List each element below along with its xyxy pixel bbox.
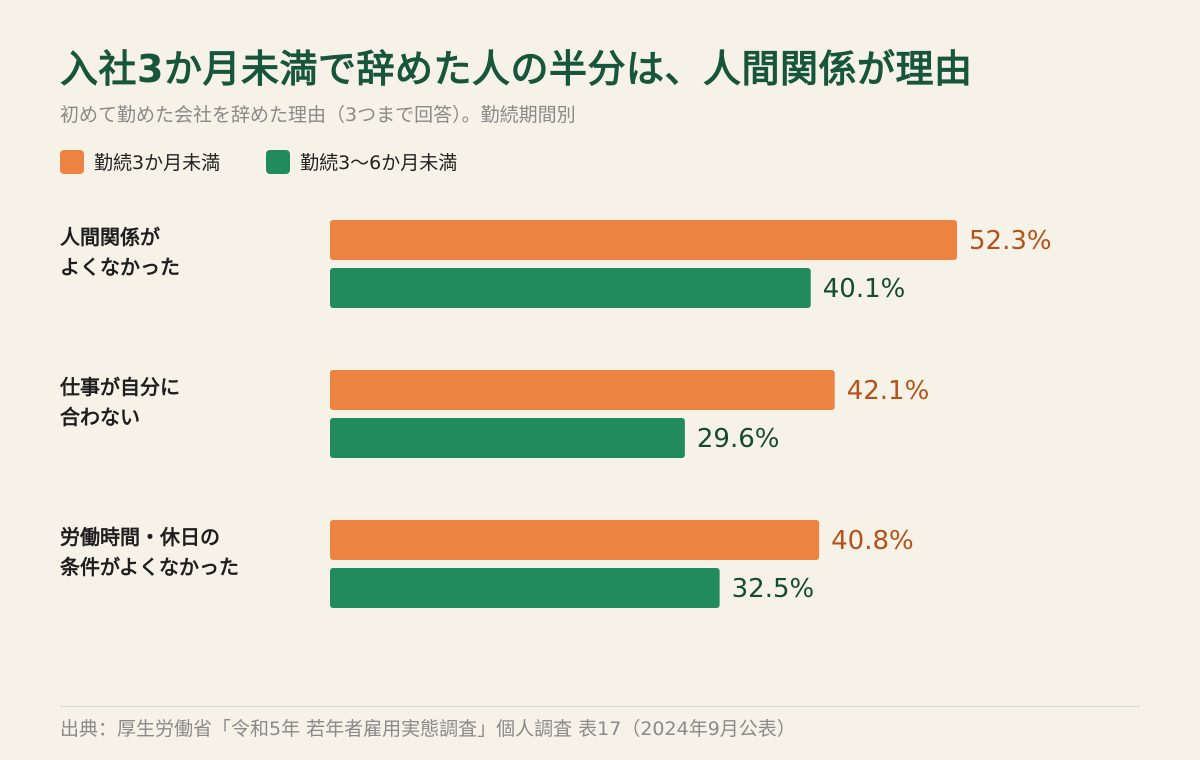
data-label-under-3-months-0: 52.3% [969,226,1052,256]
category-label-line: 労働時間・休日の [60,525,220,549]
legend-item-3-to-6-months: 勤続3〜6か月未満 [266,148,457,175]
bar-3-to-6-months-2 [330,568,720,608]
bar-under-3-months-2 [330,520,820,560]
category-label-job-fit: 仕事が自分に 合わない [60,372,310,432]
category-label-line: 合わない [60,405,140,429]
legend-label-under-3-months: 勤続3か月未満 [94,152,221,174]
data-label-3-to-6-months-1: 29.6% [697,424,780,454]
source-note: 出典：厚生労働省「令和5年 若年者雇用実態調査」個人調査 表17（2024年9月… [60,718,796,740]
chart-title: 入社3か月未満で辞めた人の半分は、人間関係が理由 [60,47,973,91]
category-label-line: 条件がよくなかった [60,555,239,579]
data-label-3-to-6-months-2: 32.5% [732,574,815,604]
category-label-line: 仕事が自分に [60,375,180,399]
legend-label-3-to-6-months: 勤続3〜6か月未満 [300,152,458,174]
legend-swatch-green [266,149,291,174]
legend: 勤続3か月未満 勤続3〜6か月未満 [60,148,503,175]
bar-under-3-months-1 [330,370,835,410]
legend-swatch-orange [60,149,84,174]
bar-3-to-6-months-0 [330,268,811,308]
footer-divider [60,706,1140,707]
category-label-relationships: 人間関係が よくなかった [60,222,310,282]
data-label-under-3-months-1: 42.1% [847,376,930,406]
bar-under-3-months-0 [330,220,957,260]
category-label-line: 人間関係が [60,225,160,249]
chart-subtitle: 初めて勤めた会社を辞めた理由（3つまで回答）。勤続期間別 [60,104,576,126]
bar-3-to-6-months-1 [330,418,685,458]
category-label-line: よくなかった [60,255,180,279]
data-label-under-3-months-2: 40.8% [831,526,914,556]
category-label-working-hours: 労働時間・休日の 条件がよくなかった [60,522,310,582]
data-label-3-to-6-months-0: 40.1% [823,274,906,304]
legend-item-under-3-months: 勤続3か月未満 [60,148,220,175]
